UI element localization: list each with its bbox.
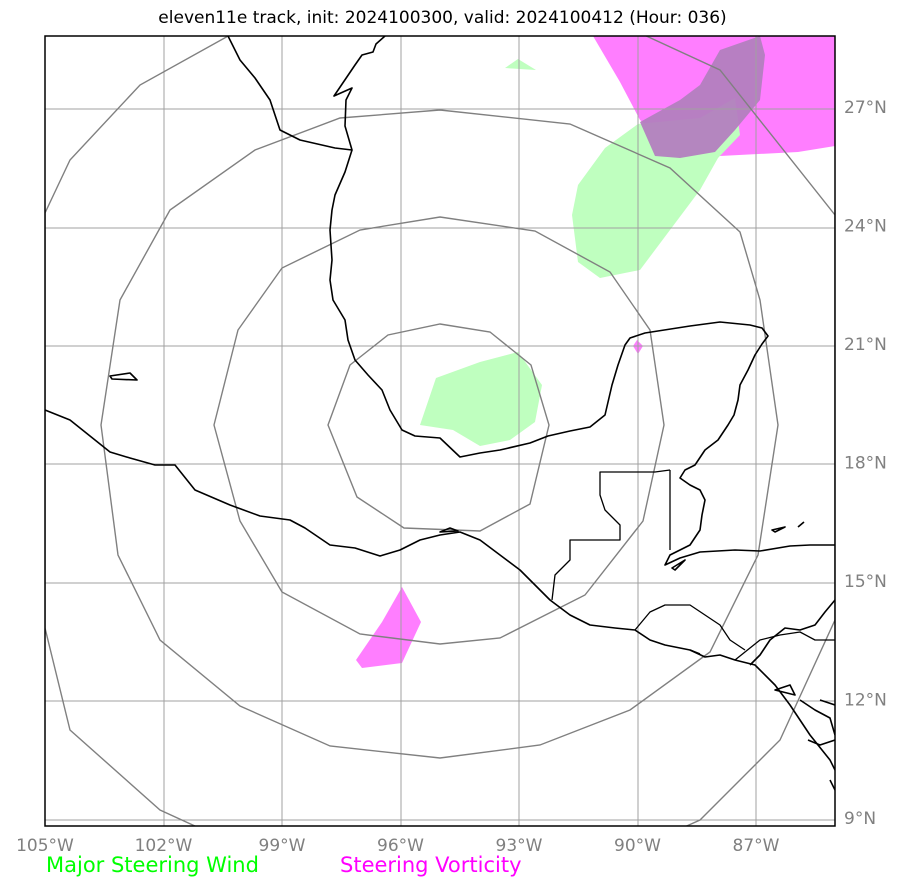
border-honduras [634, 604, 746, 651]
coastline-gulf-west [227, 36, 386, 151]
coastline-central-america-east [749, 599, 835, 666]
lat-tick-label: 24°N [844, 217, 887, 237]
lon-tick-label: 93°W [496, 836, 543, 856]
range-rings [45, 36, 835, 826]
range-ring-4 [45, 36, 835, 826]
lon-tick-label: 87°W [733, 836, 780, 856]
lat-tick-label: 15°N [844, 572, 887, 592]
overlap-area [640, 36, 765, 158]
coastlines [45, 36, 835, 791]
lat-tick-label: 21°N [844, 335, 887, 355]
coastline-cuba-south [797, 521, 835, 791]
lon-tick-label: 99°W [259, 836, 306, 856]
lat-tick-label: 12°N [844, 691, 887, 711]
border-nicaragua [734, 631, 835, 661]
border-guatemala-mexico [551, 469, 671, 601]
lon-tick-label: 96°W [377, 836, 424, 856]
longitude-labels: 105°W 102°W 99°W 96°W 93°W 90°W 87°W [16, 836, 780, 856]
range-ring-3 [100, 109, 779, 759]
legend-steering-wind: Major Steering Wind [46, 853, 259, 877]
legend-steering-vorticity: Steering Vorticity [340, 853, 522, 877]
chart-title: eleven11e track, init: 2024100300, valid… [158, 8, 727, 28]
coastline-small-islands [774, 684, 835, 746]
latitude-labels: 9°N 12°N 15°N 18°N 21°N 24°N 27°N [844, 98, 887, 829]
lon-tick-label: 90°W [614, 836, 661, 856]
gridlines [45, 36, 835, 826]
lat-tick-label: 9°N [844, 809, 876, 829]
wind-area-north [505, 59, 536, 70]
coastline-mexico-east [329, 149, 835, 566]
coastline-yucatan-bits [109, 372, 786, 655]
map-frame [44, 35, 836, 827]
wind-area-central [420, 352, 542, 446]
country-borders [551, 469, 835, 661]
range-ring-1 [327, 323, 550, 532]
lon-tick-label: 102°W [135, 836, 193, 856]
lat-tick-label: 27°N [844, 98, 887, 118]
range-ring-2 [213, 216, 665, 645]
vorticity-area-south [356, 587, 421, 668]
lon-tick-label: 105°W [16, 836, 74, 856]
lat-tick-label: 18°N [844, 454, 887, 474]
coastline-pacific [45, 409, 835, 771]
